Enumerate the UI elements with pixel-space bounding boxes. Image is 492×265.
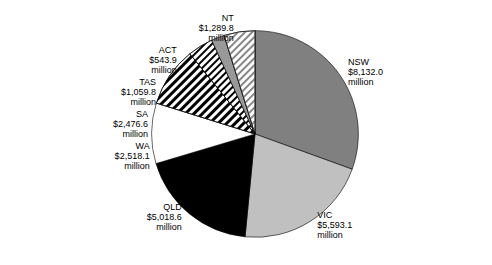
svg-text:million: million [348,77,374,87]
svg-text:million: million [131,97,157,107]
svg-text:QLD: QLD [163,202,182,212]
svg-text:$5,593.1: $5,593.1 [317,220,352,230]
svg-text:$5,018.6: $5,018.6 [147,212,182,222]
svg-text:million: million [123,129,149,139]
svg-text:VIC: VIC [317,210,333,220]
svg-text:million: million [208,33,234,43]
svg-text:million: million [317,230,343,240]
svg-text:$2,518.1: $2,518.1 [115,151,150,161]
svg-text:$1,059.8: $1,059.8 [121,87,156,97]
svg-text:million: million [156,222,182,232]
svg-text:$8,132.0: $8,132.0 [348,67,383,77]
svg-text:$1,289.8: $1,289.8 [199,23,234,33]
svg-text:million: million [124,161,150,171]
svg-text:NSW: NSW [348,57,370,67]
svg-text:ACT: ACT [159,45,178,55]
svg-text:WA: WA [135,141,149,151]
svg-text:TAS: TAS [139,77,156,87]
svg-text:$543.9: $543.9 [149,55,177,65]
svg-text:million: million [151,65,177,75]
svg-text:NT: NT [222,13,234,23]
svg-text:SA: SA [136,109,148,119]
svg-text:$2,476.6: $2,476.6 [113,119,148,129]
